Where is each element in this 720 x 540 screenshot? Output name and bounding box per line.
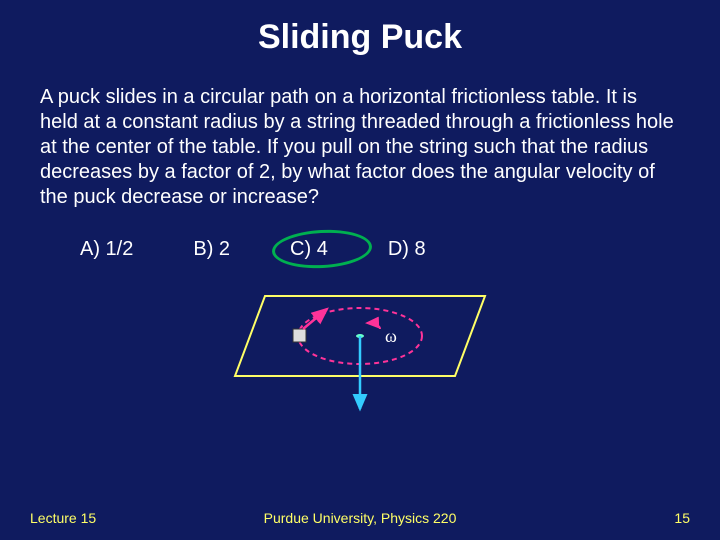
velocity-arrow-icon [303,309,327,329]
omega-arrow-icon [367,323,380,329]
slide-title: Sliding Puck [40,18,680,57]
option-a: A) 1/2 [80,238,133,261]
option-b: B) 2 [193,238,230,261]
answer-options: A) 1/2 B) 2 C) 4 D) 8 [40,238,680,261]
option-c-label: C) 4 [290,238,328,260]
option-d: D) 8 [388,238,426,261]
slide-container: Sliding Puck A puck slides in a circular… [0,0,720,540]
diagram-container: ω [40,281,680,421]
option-c: C) 4 [290,238,328,261]
puck-icon [293,329,306,342]
slide-footer: Lecture 15 Purdue University, Physics 22… [0,510,720,526]
question-text: A puck slides in a circular path on a ho… [40,85,680,210]
puck-diagram: ω [225,281,495,421]
footer-left: Lecture 15 [30,510,96,526]
footer-right: 15 [674,510,690,526]
omega-label: ω [385,326,397,346]
footer-center: Purdue University, Physics 220 [264,510,457,526]
